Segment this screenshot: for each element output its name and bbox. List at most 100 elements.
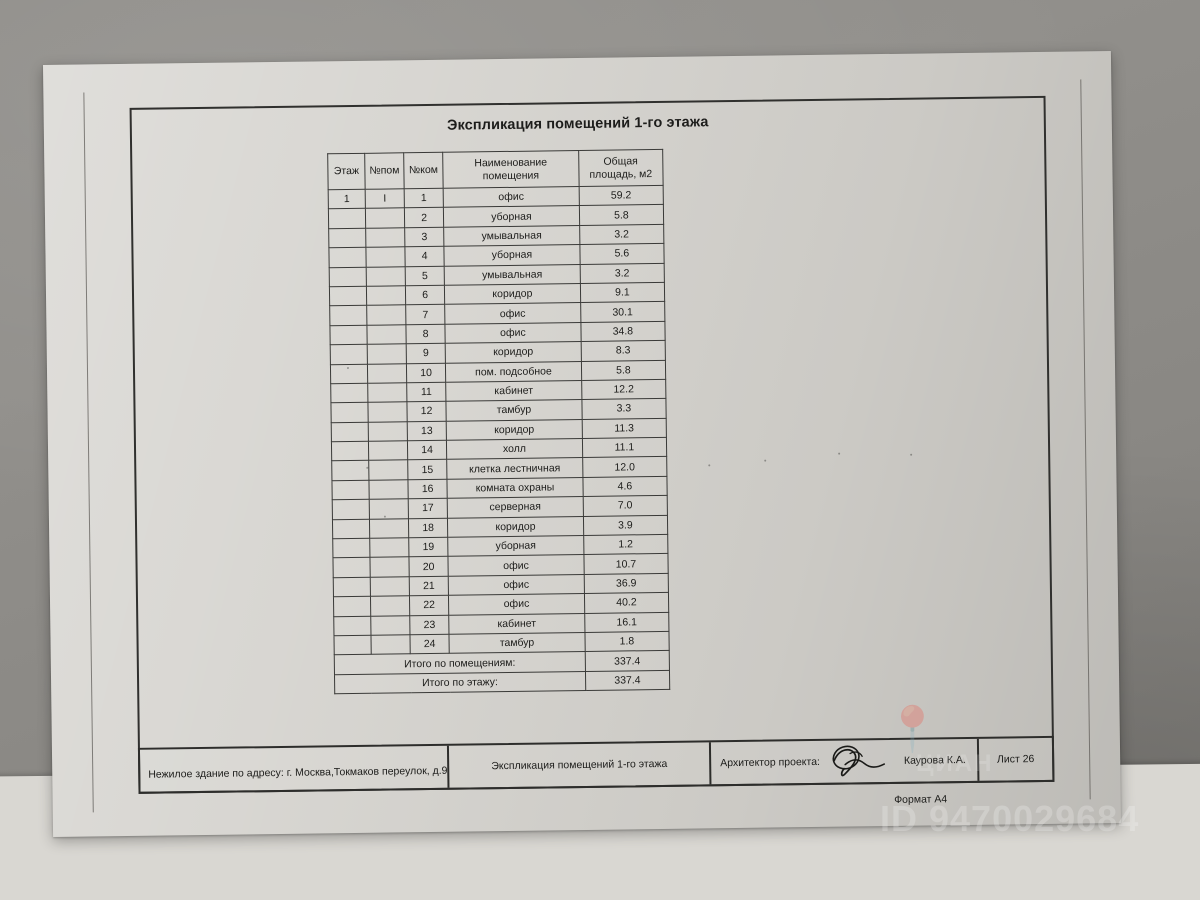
cell-name: тамбур bbox=[446, 399, 582, 421]
cell-area: 11.1 bbox=[582, 437, 667, 458]
cell-name: кабинет bbox=[445, 380, 582, 402]
cell-area: 11.3 bbox=[581, 418, 667, 439]
cell-pom bbox=[366, 266, 406, 287]
paper-speck bbox=[708, 464, 711, 467]
cell-area: 7.0 bbox=[582, 495, 668, 517]
architect-name: Каурова К.А. bbox=[903, 754, 966, 767]
cell-kom: 12 bbox=[406, 401, 447, 422]
title-block-sheet-number: Лист 26 bbox=[996, 753, 1035, 766]
cell-name: холл bbox=[446, 438, 583, 460]
col-header-kom: №ком bbox=[403, 152, 444, 189]
architect-label: Архитектор проекта: bbox=[720, 755, 821, 770]
cell-floor bbox=[331, 460, 369, 481]
title-block-architect: Архитектор проекта: Каурова К.А. bbox=[710, 738, 980, 785]
cell-pom bbox=[370, 615, 411, 636]
cell-floor bbox=[331, 421, 369, 442]
cell-area: 40.2 bbox=[584, 592, 669, 614]
address-line-2: Токмаков переулок, д.9 bbox=[333, 765, 448, 779]
cell-pom bbox=[365, 227, 405, 248]
cell-floor: 1 bbox=[328, 189, 366, 210]
cell-floor bbox=[333, 635, 372, 656]
cell-name: уборная bbox=[443, 205, 580, 228]
table-total-row: Итого по этажу: 337.4 bbox=[334, 670, 670, 694]
cell-pom bbox=[368, 479, 409, 500]
cell-floor bbox=[330, 402, 369, 423]
cell-pom bbox=[368, 440, 408, 461]
cell-area: 5.6 bbox=[579, 243, 665, 265]
cell-name: клетка лестничная bbox=[446, 457, 583, 480]
cell-area: 5.8 bbox=[579, 204, 664, 226]
cell-kom: 11 bbox=[406, 382, 447, 403]
cell-pom: I bbox=[365, 188, 405, 209]
cell-kom: 13 bbox=[407, 420, 447, 441]
cell-kom: 6 bbox=[405, 285, 445, 306]
cell-kom: 2 bbox=[404, 207, 444, 228]
cell-pom bbox=[370, 634, 411, 655]
title-block-sheet-title: Экспликация помещений 1-го этажа bbox=[449, 742, 712, 788]
cell-kom: 22 bbox=[409, 595, 449, 616]
cell-area: 3.2 bbox=[579, 224, 664, 245]
col-header-floor: Этаж bbox=[327, 153, 366, 190]
cell-name: кабинет bbox=[448, 613, 585, 635]
cell-name: офис bbox=[444, 302, 581, 325]
col-header-name-line2: помещения bbox=[482, 169, 540, 182]
exploded-schedule-table: Этаж №пом №ком Наименование помещения Об… bbox=[327, 148, 671, 695]
cell-kom: 3 bbox=[404, 227, 444, 247]
cell-pom bbox=[367, 382, 407, 403]
cell-pom bbox=[367, 363, 407, 384]
cell-area: 1.2 bbox=[583, 534, 668, 555]
cell-floor bbox=[329, 266, 367, 287]
cell-kom: 19 bbox=[408, 537, 449, 558]
paper-speck bbox=[838, 452, 841, 455]
cell-name: пом. подсобное bbox=[445, 361, 582, 383]
cell-kom: 17 bbox=[408, 498, 448, 519]
col-header-area-line2: площадь, м2 bbox=[589, 167, 653, 181]
cell-floor bbox=[333, 577, 371, 597]
cell-floor bbox=[329, 286, 367, 307]
cell-floor bbox=[328, 247, 367, 268]
col-header-name: Наименование помещения bbox=[442, 150, 579, 189]
cell-area: 9.1 bbox=[580, 282, 665, 303]
cell-floor bbox=[332, 557, 371, 578]
cell-area: 30.1 bbox=[580, 301, 665, 323]
col-header-area-line1: Общая bbox=[603, 155, 638, 169]
cell-kom: 9 bbox=[406, 343, 446, 364]
cell-area: 12.0 bbox=[582, 456, 667, 478]
cell-floor bbox=[328, 208, 366, 229]
cell-name: тамбур bbox=[449, 632, 585, 654]
cell-area: 59.2 bbox=[578, 185, 664, 206]
cell-area: 1.8 bbox=[584, 631, 670, 652]
cell-area: 3.3 bbox=[581, 398, 667, 420]
cell-pom bbox=[367, 402, 408, 422]
cell-pom bbox=[366, 305, 406, 326]
cell-name: умывальная bbox=[443, 225, 580, 247]
col-header-pom: №пом bbox=[364, 152, 405, 190]
cell-pom bbox=[365, 208, 405, 229]
sheet-trim-line-left bbox=[83, 92, 94, 813]
cell-area: 4.6 bbox=[582, 476, 668, 497]
cell-pom bbox=[368, 421, 408, 442]
cell-kom: 15 bbox=[407, 459, 448, 480]
cell-pom bbox=[366, 285, 406, 306]
cell-area: 8.3 bbox=[580, 340, 666, 362]
cell-floor bbox=[330, 344, 368, 365]
cell-pom bbox=[366, 324, 407, 345]
cell-floor bbox=[333, 596, 371, 617]
cell-pom bbox=[370, 576, 410, 597]
total-label: Итого по этажу: bbox=[334, 671, 586, 694]
cell-floor bbox=[329, 305, 367, 326]
cell-kom: 7 bbox=[405, 304, 445, 325]
cell-kom: 10 bbox=[406, 362, 446, 383]
cell-area: 10.7 bbox=[583, 553, 669, 575]
cell-pom bbox=[365, 246, 406, 267]
cell-floor bbox=[328, 228, 366, 248]
cell-name: уборная bbox=[447, 535, 584, 557]
total-value: 337.4 bbox=[584, 650, 670, 672]
signature-icon bbox=[824, 745, 898, 777]
cell-floor bbox=[332, 538, 370, 559]
cell-name: коридор bbox=[446, 419, 583, 441]
cell-pom bbox=[369, 518, 409, 539]
cell-name: офис bbox=[448, 554, 584, 577]
cell-kom: 21 bbox=[409, 576, 449, 596]
